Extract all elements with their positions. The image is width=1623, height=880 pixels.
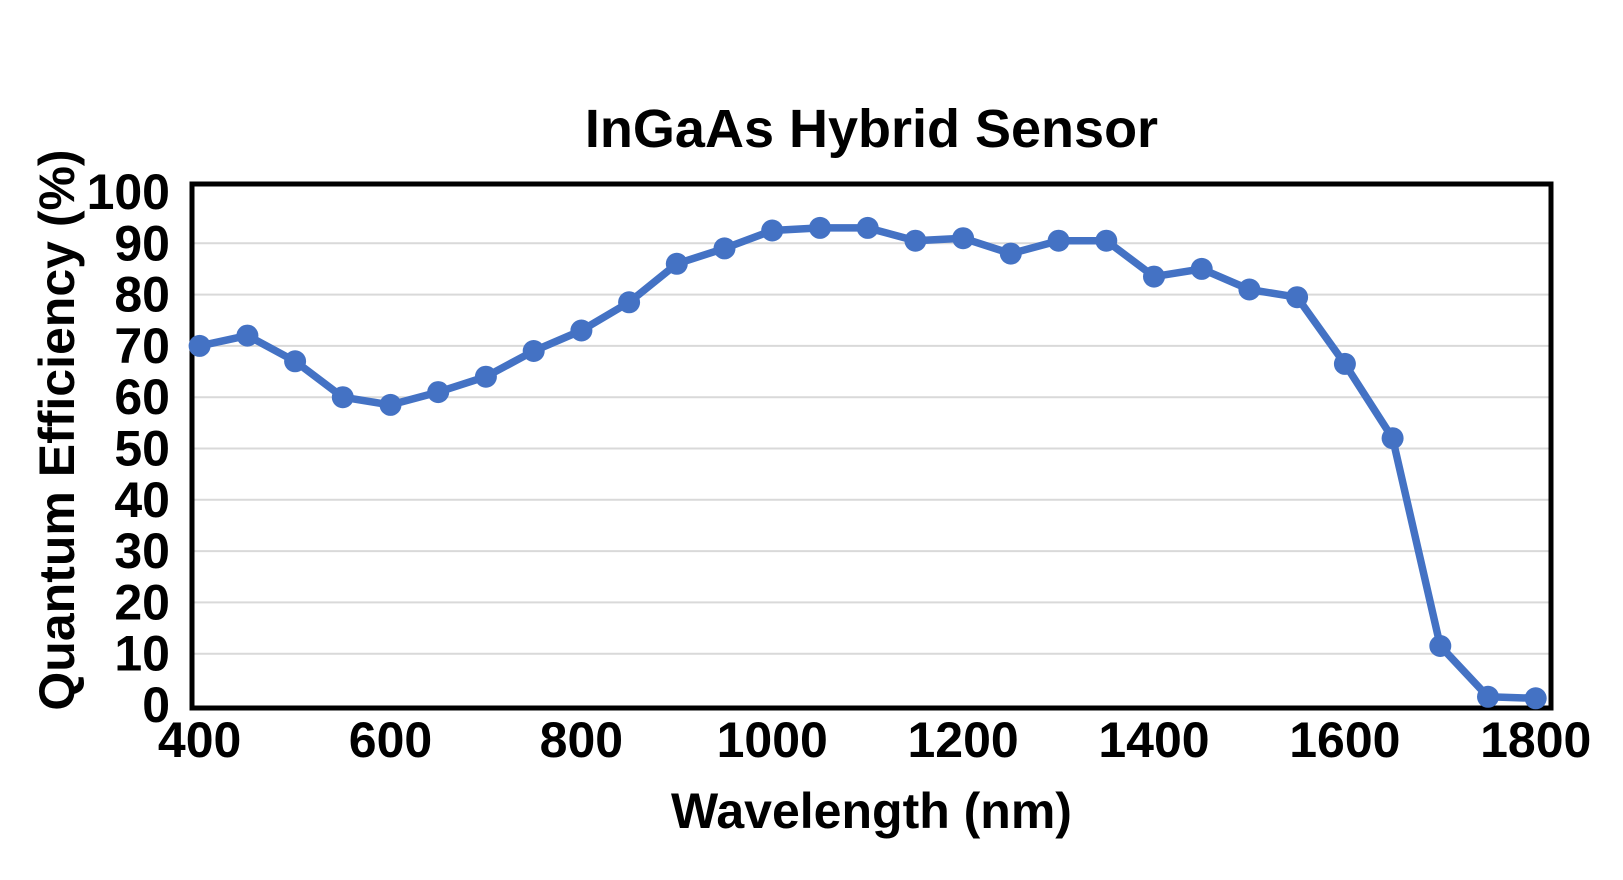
data-point-1150nm [904,229,927,252]
y-tick-label-40: 40 [114,472,170,528]
y-tick-label-30: 30 [114,523,170,579]
data-point-1050nm [809,216,831,239]
data-point-1650nm [1381,427,1404,450]
chart-title: InGaAs Hybrid Sensor [584,99,1159,159]
data-point-1300nm [1047,229,1070,252]
x-tick-label-1600: 1600 [1289,712,1400,768]
data-point-750nm [522,340,545,362]
y-tick-label-20: 20 [114,574,170,630]
data-point-1000nm [761,219,784,242]
y-tick-label-70: 70 [114,318,170,374]
data-point-1350nm [1095,229,1118,252]
y-tick-label-100: 100 [87,164,170,220]
data-point-600nm [379,393,402,416]
data-point-900nm [665,252,688,275]
data-point-1500nm [1238,278,1261,301]
y-tick-label-50: 50 [114,421,170,477]
data-point-1450nm [1190,257,1213,280]
x-tick-label-400: 400 [158,712,241,768]
x-tick-label-1200: 1200 [908,712,1019,768]
y-axis-title-text: Quantum Efficiency (%) [29,149,85,711]
data-point-1400nm [1143,265,1165,288]
x-tick-label-1800: 1800 [1480,712,1591,768]
qe-series-line [195,224,1540,703]
x-tick-label-600: 600 [349,712,432,768]
data-point-1700nm [1429,635,1452,657]
data-point-1600nm [1333,352,1356,375]
data-point-1100nm [856,216,879,239]
data-point-800nm [570,319,593,342]
data-point-450nm [236,324,259,347]
data-point-700nm [474,365,497,388]
data-point-1200nm [952,227,975,250]
data-point-1550nm [1286,286,1309,309]
x-tick-label-800: 800 [540,712,623,768]
data-point-850nm [618,291,641,314]
x-tick-label-1000: 1000 [717,712,828,768]
y-tick-label-10: 10 [114,626,170,682]
data-point-650nm [427,381,450,404]
data-point-1750nm [1477,685,1499,708]
y-tick-label-60: 60 [114,369,170,425]
data-point-950nm [713,237,736,260]
data-point-500nm [284,350,307,373]
y-tick-label-0: 0 [142,677,170,733]
data-point-1250nm [999,242,1022,265]
y-tick-label-80: 80 [114,267,170,323]
x-tick-label-1400: 1400 [1098,712,1209,768]
plot-frame [189,181,1554,711]
y-tick-label-90: 90 [114,215,170,271]
data-point-400nm [188,334,211,357]
data-point-550nm [331,386,354,409]
x-axis-title: Wavelength (nm) [671,783,1072,839]
data-point-1800nm [1524,687,1547,710]
